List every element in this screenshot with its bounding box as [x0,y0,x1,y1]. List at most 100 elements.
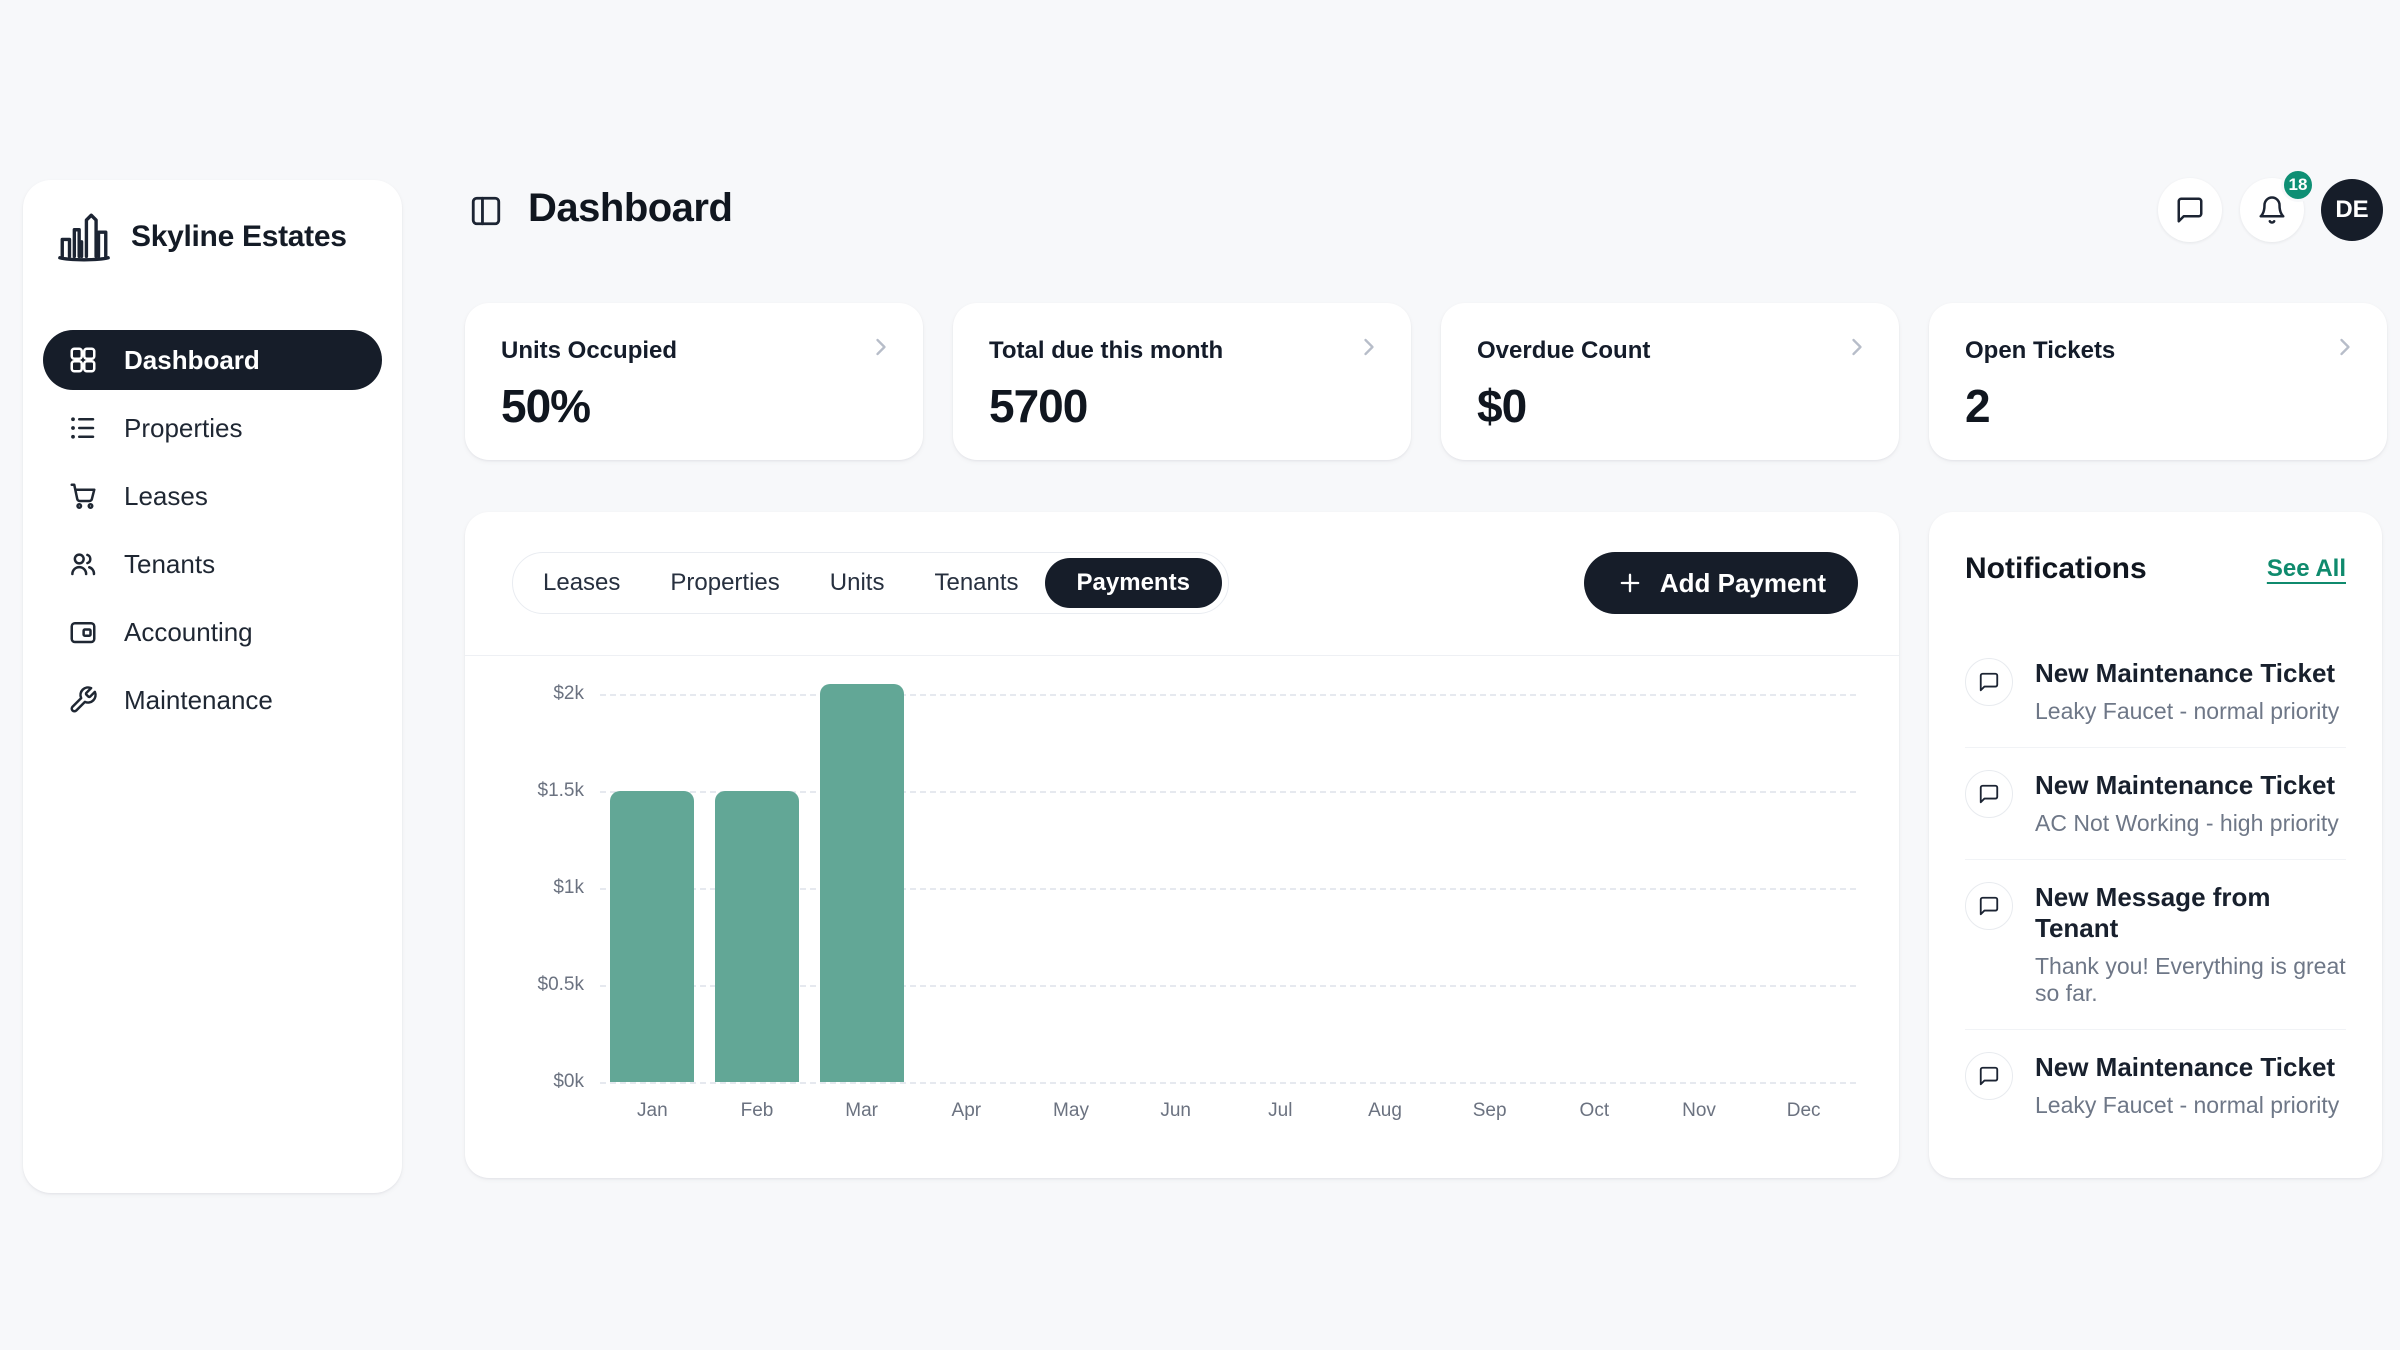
notification-title: New Message from Tenant [2035,882,2271,943]
sidebar-item-label: Tenants [124,548,216,579]
stat-label: Open Tickets [1965,337,2116,364]
sidebar: Skyline Estates Dashboard Properties [23,180,402,1193]
stat-card-units-occupied[interactable]: Units Occupied 50% [465,303,923,460]
chart-xtick-label: Nov [1682,1100,1716,1121]
cart-icon [70,483,96,510]
sidebar-item-dashboard[interactable]: Dashboard [43,330,382,390]
notification-subtitle: Leaky Faucet - normal priority [2035,1092,2340,1118]
tab-properties[interactable]: Properties [670,569,780,596]
notification-item[interactable]: New Message from Tenant Thank you! Every… [1965,860,2346,1030]
message-bubble-icon [1965,882,2013,930]
sidebar-item-tenants[interactable]: Tenants [43,534,382,594]
chart-gridline [600,694,1856,696]
stat-cards-row: Units Occupied 50% Total due this month … [465,303,2387,460]
message-bubble-icon [1965,770,2013,818]
sidebar-item-properties[interactable]: Properties [43,398,382,458]
notifications-button[interactable] [2240,178,2304,242]
sidebar-nav: Dashboard Properties Leases [23,330,402,730]
notification-title: New Maintenance Ticket [2035,770,2336,800]
skyline-logo-icon [58,213,110,262]
plus-icon [1620,573,1640,593]
tab-units[interactable]: Units [829,569,885,596]
notification-count-badge: 18 [2281,168,2315,202]
notification-subtitle: Thank you! Everything is great so far. [2035,953,2346,1006]
chart-xtick-label: May [1053,1100,1089,1121]
sidebar-item-accounting[interactable]: Accounting [43,602,382,662]
add-payment-label: Add Payment [1659,567,1826,598]
stat-card-total-due[interactable]: Total due this month 5700 [953,303,1411,460]
panel-left-icon [471,196,501,226]
notification-item[interactable]: New Maintenance Ticket Leaky Faucet - no… [1965,1030,2346,1128]
avatar[interactable]: DE [2321,179,2383,241]
tab-leases[interactable]: Leases [543,569,621,596]
chart-gridline [600,888,1856,890]
stat-label: Overdue Count [1477,337,1651,364]
stat-label: Total due this month [989,337,1224,364]
stat-card-open-tickets[interactable]: Open Tickets 2 [1929,303,2387,460]
stat-value: $0 [1477,380,1527,432]
payments-panel: Leases Properties Units Tenants Payments… [465,512,1899,1178]
sidebar-item-maintenance[interactable]: Maintenance [43,670,382,730]
message-bubble-icon [1965,1052,2013,1100]
chart-ytick-label: $2k [553,683,584,704]
sidebar-item-leases[interactable]: Leases [43,466,382,526]
sidebar-item-label: Leases [124,480,208,511]
users-icon [71,553,96,576]
see-all-link[interactable]: See All [2266,555,2346,582]
notifications-header: Notifications See All [1965,552,2346,586]
chart-bar-mar[interactable] [819,684,904,1082]
sidebar-item-label: Dashboard [124,344,260,375]
chevron-right-icon [2331,333,2359,366]
chart-bar-jan[interactable] [610,791,695,1082]
brand-name: Skyline Estates [131,220,347,253]
chart-xtick-label: Oct [1579,1100,1610,1121]
notification-title: New Maintenance Ticket [2035,1052,2336,1082]
chart-ytick-label: $0k [553,1071,584,1092]
page-title: Dashboard [528,186,733,230]
chart-gridline [600,985,1856,987]
tabs-row: Leases Properties Units Tenants Payments… [465,512,1899,656]
sidebar-item-label: Properties [124,412,243,443]
notification-item[interactable]: New Maintenance Ticket Leaky Faucet - no… [1965,636,2346,748]
notifications-panel: Notifications See All New Maintenance Ti… [1929,512,2382,1178]
message-bubble-icon [2177,197,2203,223]
stat-label: Units Occupied [501,337,678,364]
stat-card-overdue-count[interactable]: Overdue Count $0 [1441,303,1899,460]
wrench-icon [70,686,97,713]
bell-icon [2259,196,2285,224]
notifications-list: New Maintenance Ticket Leaky Faucet - no… [1965,636,2346,1128]
notifications-title: Notifications [1965,552,2147,585]
add-payment-button[interactable]: Add Payment [1583,552,1858,614]
sidebar-item-label: Accounting [124,616,253,647]
revenue-chart: $0k $0.5k $1k $1.5k $2k Jan Feb Mar Apr May Jun Jul… [538,662,1856,1132]
tab-tenants[interactable]: Tenants [934,569,1019,596]
notification-item[interactable]: New Maintenance Ticket AC Not Working - … [1965,748,2346,860]
brand: Skyline Estates [23,180,402,266]
chart-ytick-label: $1.5k [537,780,584,801]
wallet-icon [70,622,96,644]
messages-button[interactable] [2158,178,2222,242]
chart-gridline [600,791,1856,793]
chart-xtick-label: Feb [740,1100,774,1121]
chart-xtick-label: Jun [1160,1100,1191,1121]
chart-xtick-label: Jan [637,1100,668,1121]
chart-xtick-label: Dec [1786,1100,1821,1121]
chart-xtick-label: Jul [1268,1100,1293,1121]
tab-group: Leases Properties Units Tenants Payments [512,552,1229,614]
notification-subtitle: Leaky Faucet - normal priority [2035,698,2340,724]
sidebar-item-label: Maintenance [124,684,273,715]
chart-bar-feb[interactable] [715,791,799,1082]
chart-xtick-label: Aug [1368,1100,1402,1121]
tab-payments[interactable]: Payments [1044,558,1222,608]
list-icon [71,417,95,439]
chart-xtick-label: Apr [951,1100,982,1121]
chart-ytick-label: $0.5k [537,974,584,995]
stat-value: 5700 [989,380,1088,432]
chevron-right-icon [1355,333,1383,366]
notification-subtitle: AC Not Working - high priority [2035,810,2339,836]
notification-title: New Maintenance Ticket [2035,658,2336,688]
message-bubble-icon [1965,658,2013,706]
sidebar-toggle-button[interactable] [465,190,507,232]
chart-gridline [600,1082,1856,1084]
